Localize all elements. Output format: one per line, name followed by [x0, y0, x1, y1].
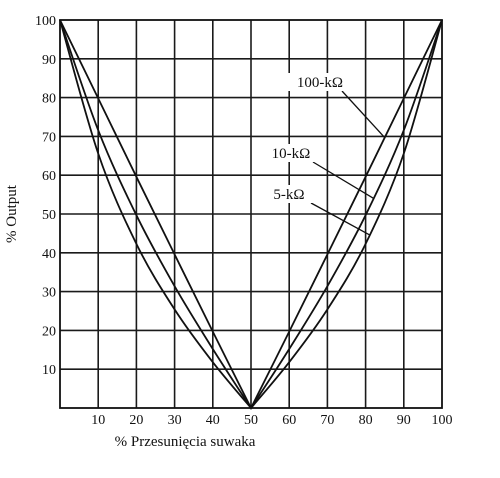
- x-tick-label: 90: [397, 413, 411, 428]
- x-tick-label: 60: [282, 413, 296, 428]
- y-tick-label: 100: [35, 14, 56, 29]
- tick-labels: 10 20 30 40 50 60 70 80 90 100 10 20 30 40 50 60 70 80 90 1…: [35, 14, 453, 428]
- annotation-label: 5-kΩ: [273, 187, 304, 203]
- x-tick-label: 30: [168, 413, 182, 428]
- annotation-label: 100-kΩ: [297, 75, 343, 91]
- annotation-leader-line: [312, 161, 374, 199]
- y-tick-label: 30: [42, 286, 56, 301]
- annotation-background: [286, 73, 354, 91]
- x-tick-label: 80: [359, 413, 373, 428]
- x-axis-label: % Przesunięcia suwaka: [115, 434, 256, 450]
- x-tick-label: 50: [244, 413, 258, 428]
- annotation-background: [257, 144, 325, 162]
- x-tick-label: 10: [91, 413, 105, 428]
- y-tick-label: 70: [42, 130, 56, 145]
- x-tick-label: 100: [432, 413, 453, 428]
- series-curves: [59, 19, 443, 410]
- y-tick-label: 50: [42, 208, 56, 223]
- curve-annotations: 100-kΩ 10-kΩ 5-kΩ: [255, 73, 386, 236]
- y-axis-label: % Output: [4, 184, 20, 243]
- x-tick-label: 20: [129, 413, 143, 428]
- x-tick-label: 70: [320, 413, 334, 428]
- y-tick-label: 60: [42, 169, 56, 184]
- y-tick-label: 80: [42, 92, 56, 107]
- grid-lines: [60, 20, 442, 408]
- annotation-label: 10-kΩ: [272, 146, 311, 162]
- annotation-leader-line: [310, 202, 370, 236]
- series-line-2: [59, 19, 443, 410]
- x-tick-label: 40: [206, 413, 220, 428]
- y-tick-label: 90: [42, 53, 56, 68]
- y-tick-label: 20: [42, 324, 56, 339]
- annotation-leader-line: [341, 90, 386, 139]
- y-tick-label: 40: [42, 247, 56, 262]
- annotation-background: [255, 185, 323, 203]
- y-tick-label: 10: [42, 363, 56, 378]
